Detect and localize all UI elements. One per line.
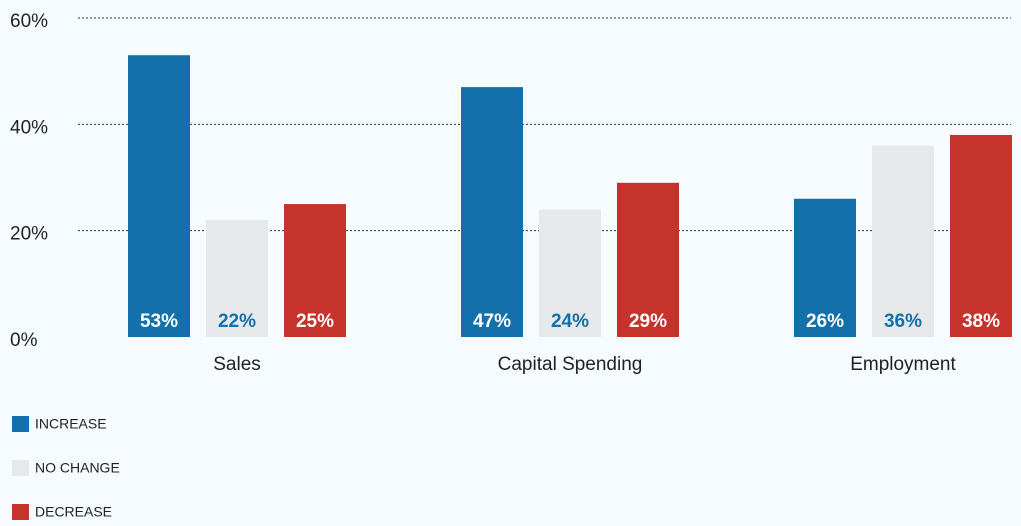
y-tick-label: 40%	[10, 117, 48, 138]
bar	[617, 182, 679, 337]
legend-swatch	[12, 416, 29, 432]
x-tick-label: Capital Spending	[498, 354, 643, 375]
bar	[539, 209, 601, 337]
value-label: 29%	[629, 311, 667, 332]
legend-swatch	[12, 504, 29, 520]
value-label: 22%	[218, 311, 256, 332]
bar	[206, 220, 268, 337]
value-label: 24%	[551, 311, 589, 332]
bar	[461, 87, 523, 337]
bar	[128, 55, 190, 337]
bar	[950, 134, 1012, 337]
x-tick-label: Employment	[850, 354, 956, 375]
x-tick-label: Sales	[213, 354, 261, 375]
value-label: 47%	[473, 311, 511, 332]
legend-label: NO CHANGE	[35, 460, 120, 476]
value-label: 36%	[884, 311, 922, 332]
bar	[872, 145, 934, 337]
bar	[284, 204, 346, 337]
legend-label: INCREASE	[35, 416, 107, 432]
value-label: 26%	[806, 311, 844, 332]
y-tick-label: 0%	[10, 330, 38, 351]
value-label: 53%	[140, 311, 178, 332]
legend-label: DECREASE	[35, 504, 112, 520]
value-label: 38%	[962, 311, 1000, 332]
value-label: 25%	[296, 311, 334, 332]
bar	[794, 198, 856, 337]
y-tick-label: 20%	[10, 224, 48, 245]
y-tick-label: 60%	[10, 11, 48, 32]
legend-swatch	[12, 460, 29, 476]
